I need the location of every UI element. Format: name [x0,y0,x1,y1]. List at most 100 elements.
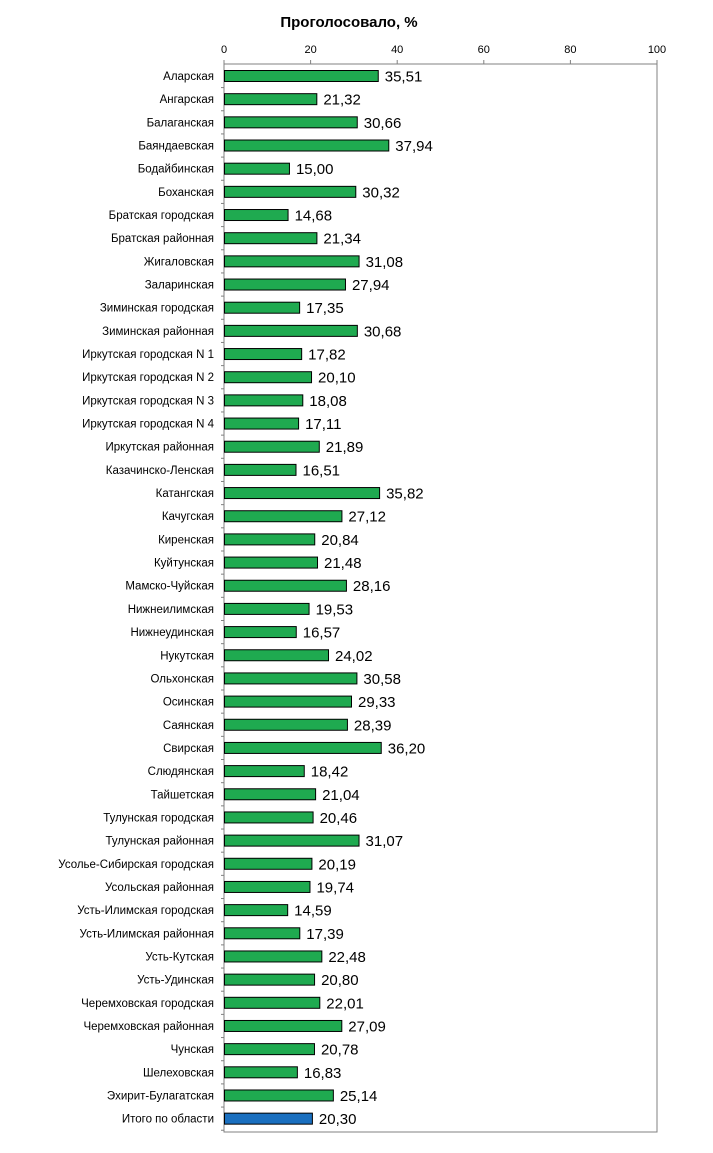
data-label: 20,80 [321,972,359,989]
category-label: Боханская [158,187,214,199]
category-label: Усольская районная [105,882,214,894]
bar [224,533,316,546]
bar [224,904,289,917]
x-tick-label: 0 [221,44,227,56]
data-label: 36,20 [388,740,426,757]
category-label: Тулунская районная [106,836,214,848]
data-label: 19,53 [316,601,354,618]
x-tick-label: 60 [478,44,490,56]
category-label: Казачинско-Ленская [106,465,214,477]
data-label: 16,83 [304,1065,342,1082]
bar [224,1089,334,1102]
category-label: Осинская [163,697,214,709]
category-label: Иркутская городская N 1 [82,349,214,361]
bar [224,70,379,82]
category-label: Свирская [163,743,214,755]
data-label: 22,48 [328,949,366,966]
category-label: Балаганская [147,117,214,129]
category-label: Саянская [163,720,214,732]
x-tick-label: 80 [564,44,576,56]
bars-group [224,70,390,1125]
data-label: 18,42 [311,764,349,781]
category-label: Усть-Илимская городская [77,905,214,917]
category-label: Ольхонская [150,673,214,685]
data-label: 27,12 [348,509,386,526]
bar [224,440,320,453]
bar [224,950,323,963]
data-label: 15,00 [296,161,334,178]
bar [224,487,381,500]
data-label: 28,39 [354,717,392,734]
data-label: 21,89 [326,439,364,456]
category-label: Усолье-Сибирская городская [58,859,214,871]
bar [224,255,360,268]
bar [224,510,343,523]
bar [224,741,382,754]
category-label: Аларская [163,71,214,83]
data-label: 21,04 [322,787,360,804]
bar [224,626,297,639]
category-label: Слюдянская [148,766,214,778]
bar [224,209,289,222]
data-label: 37,94 [395,138,433,155]
x-tick-label: 40 [391,44,403,56]
category-label: Тайшетская [151,789,214,801]
bar [224,1043,315,1056]
bar [224,348,303,361]
bar [224,93,318,106]
data-label: 35,51 [385,69,423,86]
bar [224,232,318,245]
bar [224,556,319,569]
category-label: Качугская [162,511,214,523]
bar [224,927,301,940]
data-label: 24,02 [335,648,373,665]
data-label: 30,68 [364,323,402,340]
chart-title: Проголосовало, % [280,14,417,31]
bar [224,765,305,778]
data-label: 20,10 [318,370,356,387]
data-label: 16,57 [303,625,341,642]
bar [224,579,347,592]
bar [224,185,357,198]
data-label: 28,16 [353,578,391,595]
data-label: 14,68 [295,208,333,225]
bar [224,880,311,893]
bar [224,649,330,662]
data-label: 17,11 [305,416,341,433]
data-label: 30,66 [364,115,402,132]
data-label: 30,58 [363,671,401,688]
data-label: 20,46 [320,810,358,827]
category-label: Мамско-Чуйская [125,581,214,593]
bar [224,371,313,384]
category-label: Нижнеудинская [130,627,214,639]
category-label: Усть-Кутская [145,951,214,963]
data-label: 20,19 [318,856,356,873]
data-label: 18,08 [309,393,347,410]
data-label: 31,08 [366,254,404,271]
bar [224,1019,343,1032]
data-label: 25,14 [340,1088,378,1105]
x-tick-label: 100 [648,44,666,56]
category-label: Нижнеилимская [128,604,214,616]
category-label: Иркутская районная [106,442,215,454]
category-label: Шелеховская [143,1067,214,1079]
data-label: 27,09 [348,1018,386,1035]
category-label: Жигаловская [144,256,214,268]
category-label: Эхирит-Булагатская [107,1090,214,1102]
category-label: Иркутская городская N 3 [82,395,214,407]
bar [224,1066,298,1079]
bar [224,301,301,314]
bar-total [224,1112,313,1125]
bar [224,324,358,337]
data-label: 29,33 [358,694,396,711]
category-label: Зиминская районная [102,326,214,338]
bar [224,463,297,476]
category-label: Черемховская городская [81,998,214,1010]
data-label: 20,30 [319,1111,357,1128]
category-label: Чунская [171,1044,214,1056]
data-label: 17,39 [306,926,344,943]
bar [224,996,321,1009]
bar [224,811,314,824]
category-label: Братская городская [109,210,214,222]
